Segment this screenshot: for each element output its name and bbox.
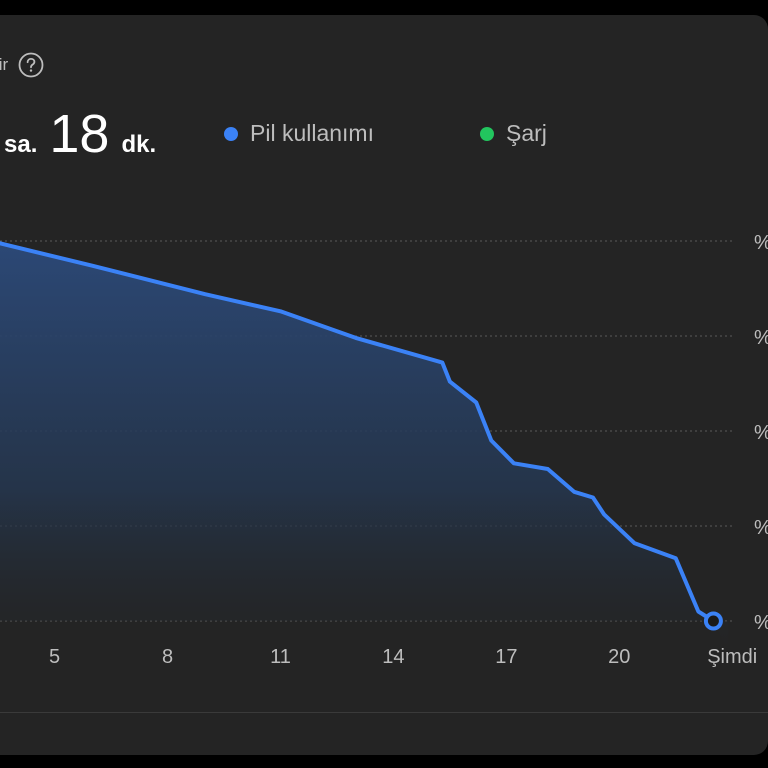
- legend-usage-label: Pil kullanımı: [250, 120, 374, 146]
- hours-unit: sa.: [4, 131, 38, 158]
- x-tick-label: 17: [495, 646, 517, 668]
- x-tick-label: Şimdi: [707, 646, 757, 668]
- battery-usage-card: tir sa. 18 dk. Pil kullanımı Şarj: [0, 15, 768, 755]
- legend-charge: Şarj: [480, 120, 547, 147]
- chart-lines: [0, 241, 723, 631]
- legend-charge-label: Şarj: [506, 120, 547, 146]
- chart-labels: %%%%% 5 8 11 14 17 20 Şimdi: [49, 232, 768, 668]
- y-tick-label: %: [754, 232, 768, 254]
- y-tick-label: %: [754, 422, 768, 444]
- x-tick-label: 5: [49, 646, 60, 668]
- footer-divider: [0, 712, 768, 713]
- x-tick-label: 11: [270, 646, 291, 668]
- x-tick-label: 14: [382, 646, 404, 668]
- help-circle-icon[interactable]: [18, 52, 44, 78]
- current-level-marker: [703, 611, 723, 631]
- chart-area: [0, 243, 729, 652]
- minutes-unit: dk.: [121, 131, 157, 158]
- usage-dot-icon: [224, 126, 238, 141]
- usage-area: [0, 243, 729, 652]
- card-header: tir: [0, 51, 44, 79]
- charge-dot-icon: [480, 126, 494, 141]
- usage-line: [0, 241, 716, 623]
- y-tick-label: %: [754, 612, 768, 634]
- usage-duration: sa. 18 dk.: [4, 103, 156, 165]
- y-tick-label: %: [754, 517, 768, 539]
- header-label: tir: [0, 55, 9, 74]
- legend-usage: Pil kullanımı: [224, 120, 374, 147]
- y-tick-label: %: [754, 327, 768, 349]
- minutes-value: 18: [49, 104, 110, 164]
- battery-chart[interactable]: %%%%% 5 8 11 14 17 20 Şimdi: [0, 15, 768, 755]
- x-tick-label: 20: [608, 646, 630, 668]
- x-tick-label: 8: [162, 646, 173, 668]
